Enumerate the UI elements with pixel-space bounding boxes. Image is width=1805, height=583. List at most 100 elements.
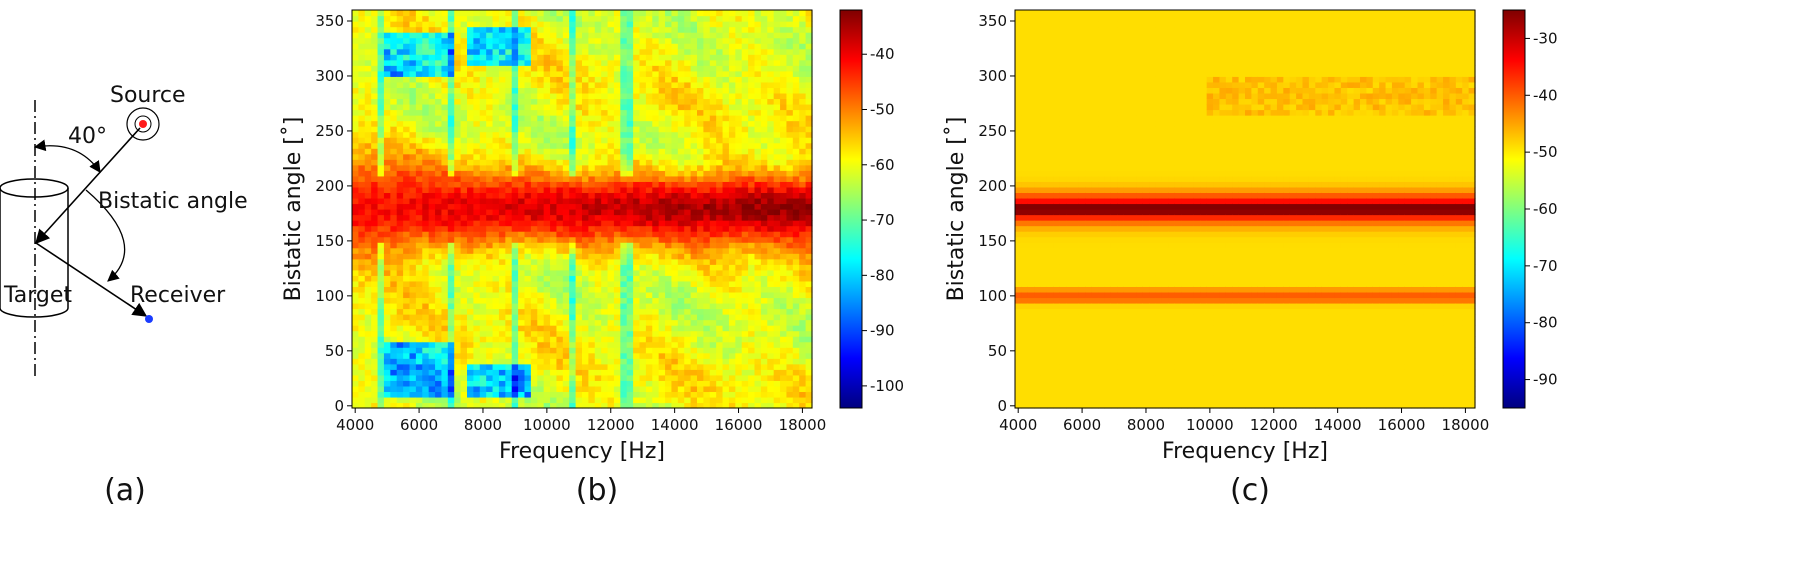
heatmap-cell: [601, 126, 609, 133]
heatmap-cell: [601, 70, 609, 77]
heatmap-cell: [473, 385, 481, 393]
heatmap-cell: [358, 297, 366, 304]
heatmap-cell: [524, 70, 532, 77]
heatmap-cell: [684, 330, 692, 337]
heatmap-cell: [524, 325, 532, 332]
heatmap-cell: [575, 87, 583, 94]
heatmap-cell: [639, 70, 647, 77]
heatmap-cell: [639, 109, 647, 116]
heatmap-cell: [543, 65, 551, 72]
heatmap-cell: [364, 98, 372, 105]
heatmap-cell: [716, 26, 724, 33]
heatmap-cell: [588, 120, 596, 127]
heatmap-cell: [428, 308, 436, 315]
heatmap-cell: [435, 402, 443, 409]
heatmap-cell: [569, 81, 577, 88]
heatmap-cell: [396, 159, 404, 166]
heatmap-cell: [703, 385, 711, 393]
heatmap-cell: [728, 380, 736, 387]
heatmap-cell: [671, 59, 679, 66]
heatmap-cell: [390, 170, 398, 177]
heatmap-cell: [383, 15, 391, 22]
heatmap-cell: [441, 115, 449, 122]
heatmap-cell: [639, 325, 647, 332]
heatmap-cell: [403, 258, 411, 265]
heatmap-cell: [505, 236, 513, 243]
heatmap-cell: [364, 126, 372, 133]
heatmap-cell: [786, 32, 794, 39]
heatmap-cell: [786, 37, 794, 44]
heatmap-cell: [767, 159, 775, 166]
heatmap-cell: [690, 10, 698, 17]
heatmap-cell: [492, 325, 500, 332]
heatmap-cell: [435, 258, 443, 265]
heatmap-cell: [447, 142, 455, 149]
heatmap-cell: [403, 98, 411, 105]
heatmap-cell: [716, 126, 724, 133]
heatmap-cell: [754, 37, 762, 44]
heatmap-cell: [748, 126, 756, 133]
heatmap-cell: [537, 70, 545, 77]
heatmap-cell: [371, 192, 379, 199]
heatmap-cell: [588, 247, 596, 254]
heatmap-cell: [505, 314, 513, 321]
heatmap-cell: [773, 148, 781, 155]
heatmap-cell: [671, 358, 679, 365]
heatmap-b-cells: [352, 10, 813, 409]
heatmap-cell: [435, 341, 443, 348]
heatmap-cell: [422, 54, 430, 61]
heatmap-cell: [748, 269, 756, 276]
heatmap-cell: [607, 142, 615, 149]
heatmap-cell: [562, 192, 570, 199]
heatmap-cell: [594, 32, 602, 39]
heatmap-cell: [703, 264, 711, 271]
heatmap-cell: [467, 330, 474, 337]
heatmap-cell: [665, 319, 673, 326]
heatmap-cell: [652, 380, 660, 387]
heatmap-cell: [441, 48, 449, 55]
heatmap-cell: [460, 308, 468, 315]
heatmap-cell: [505, 330, 513, 337]
heatmap-cell: [505, 286, 513, 293]
heatmap-cell: [460, 70, 468, 77]
heatmap-cell: [607, 181, 615, 188]
heatmap-cell: [639, 131, 647, 138]
heatmap-cell: [371, 358, 379, 365]
heatmap-cell: [748, 319, 756, 326]
heatmap-cell: [780, 153, 788, 160]
heatmap-cell: [754, 81, 762, 88]
heatmap-cell: [435, 325, 443, 332]
heatmap-cell: [709, 120, 717, 127]
heatmap-cell: [447, 59, 455, 66]
heatmap-cell: [390, 347, 398, 354]
heatmap-cell: [652, 120, 660, 127]
heatmap-cell: [786, 21, 794, 28]
heatmap-cell: [422, 148, 430, 155]
heatmap-cell: [543, 352, 551, 359]
heatmap-cell: [671, 98, 679, 105]
heatmap-cell: [588, 209, 596, 216]
heatmap-cell: [498, 115, 506, 122]
heatmap-cell: [371, 21, 379, 28]
heatmap-cell: [530, 148, 538, 155]
heatmap-cell: [441, 131, 449, 138]
heatmap-cell: [690, 297, 698, 304]
heatmap-cell: [645, 26, 653, 33]
heatmap-cell: [613, 175, 621, 182]
heatmap-cell: [479, 76, 487, 83]
heatmap-cell: [435, 59, 443, 66]
heatmap-cell: [409, 103, 417, 111]
heatmap-cell: [645, 325, 653, 332]
heatmap-cell: [677, 153, 685, 160]
heatmap-cell: [728, 87, 736, 94]
heatmap-cell: [575, 148, 583, 155]
heatmap-cell: [582, 314, 589, 321]
heatmap-cell: [383, 70, 391, 77]
heatmap-cell: [767, 236, 775, 243]
heatmap-cell: [511, 214, 519, 221]
heatmap-cell: [748, 54, 756, 61]
heatmap-cell: [671, 380, 679, 387]
heatmap-cell: [677, 352, 685, 359]
heatmap-cell: [728, 109, 736, 116]
heatmap-cell: [479, 59, 487, 66]
